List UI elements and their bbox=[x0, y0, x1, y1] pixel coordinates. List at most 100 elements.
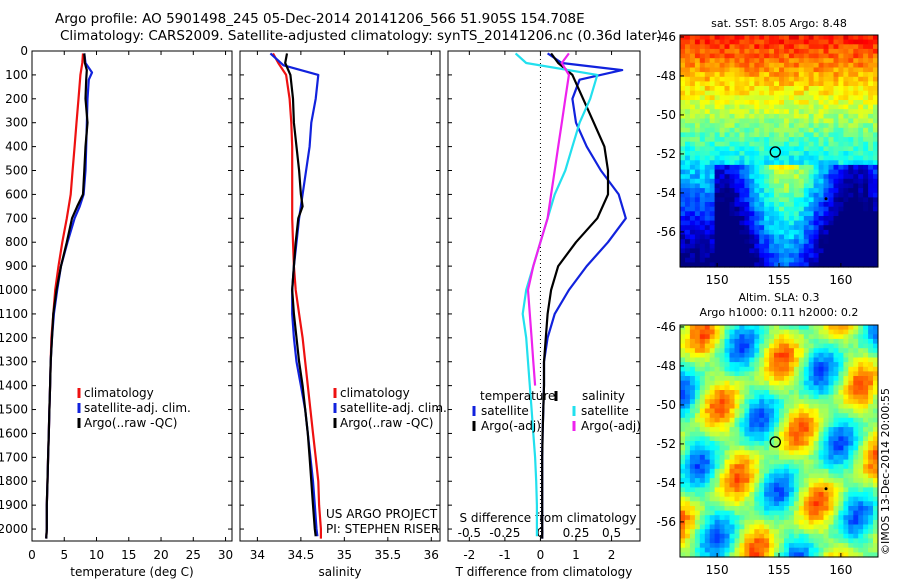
map-cell bbox=[868, 58, 874, 64]
map-cell bbox=[719, 48, 726, 55]
map-cell bbox=[699, 352, 706, 358]
map-cell bbox=[833, 501, 839, 507]
map-cell bbox=[784, 441, 790, 447]
map-cell bbox=[779, 127, 785, 133]
map-cell bbox=[764, 464, 770, 470]
map-cell bbox=[828, 95, 834, 101]
y-tick-label: 1400 bbox=[0, 379, 28, 393]
map-cell bbox=[749, 86, 755, 92]
map-cell bbox=[818, 86, 825, 92]
map-cell bbox=[739, 478, 745, 484]
map-cell bbox=[699, 225, 706, 231]
map-cell bbox=[858, 413, 864, 419]
map-cell bbox=[734, 137, 740, 143]
map-cell bbox=[833, 118, 839, 124]
map-cell bbox=[803, 48, 810, 55]
map-cell bbox=[749, 427, 755, 433]
map-cell bbox=[704, 403, 711, 410]
map-cell bbox=[759, 478, 765, 484]
map-cell bbox=[833, 380, 839, 386]
map-cell bbox=[680, 72, 686, 78]
map-cell bbox=[729, 137, 735, 143]
map-cell bbox=[749, 104, 755, 110]
map-cell bbox=[823, 202, 829, 208]
map-cell bbox=[823, 334, 829, 340]
map-cell bbox=[798, 35, 805, 41]
map-cell bbox=[699, 510, 706, 516]
map-cell bbox=[759, 417, 765, 423]
map-cell bbox=[853, 496, 859, 502]
map-cell bbox=[833, 53, 839, 59]
map-cell bbox=[719, 473, 726, 479]
map-cell bbox=[704, 81, 711, 87]
map-cell bbox=[828, 169, 834, 175]
map-cell bbox=[803, 86, 810, 92]
map-cell bbox=[719, 403, 726, 410]
map-cell bbox=[685, 422, 691, 428]
map-cell bbox=[853, 127, 859, 133]
map-cell bbox=[754, 248, 760, 254]
map-cell bbox=[739, 459, 745, 465]
map-cell bbox=[808, 160, 815, 166]
map-cell bbox=[848, 380, 854, 386]
map-cell bbox=[779, 543, 785, 549]
map-cell bbox=[873, 533, 879, 539]
map-cell bbox=[843, 524, 849, 530]
map-cell bbox=[858, 95, 864, 101]
map-cell bbox=[798, 366, 805, 372]
map-cell bbox=[689, 164, 696, 171]
map-cell bbox=[858, 478, 864, 484]
map-cell bbox=[719, 422, 726, 428]
map-cell bbox=[689, 533, 696, 539]
map-cell bbox=[823, 48, 829, 55]
map-cell bbox=[689, 239, 696, 245]
map-cell bbox=[719, 524, 726, 530]
y-tick-label: 1900 bbox=[0, 498, 28, 512]
map-cell bbox=[689, 137, 696, 143]
map-cell bbox=[798, 253, 805, 259]
map-cell bbox=[823, 109, 829, 115]
map-cell bbox=[848, 403, 854, 410]
map-cell bbox=[689, 183, 696, 189]
map-cell bbox=[858, 155, 864, 161]
map-cell bbox=[858, 519, 864, 526]
map-cell bbox=[868, 454, 874, 461]
map-cell bbox=[873, 211, 879, 217]
map-cell bbox=[793, 160, 800, 166]
map-cell bbox=[843, 169, 849, 175]
map-cell bbox=[798, 58, 805, 64]
map-cell bbox=[813, 127, 820, 133]
map-cell bbox=[833, 394, 839, 400]
map-cell bbox=[680, 445, 686, 451]
map-cell bbox=[828, 113, 834, 120]
map-cell bbox=[863, 473, 869, 479]
map-cell bbox=[769, 547, 775, 553]
map-cell bbox=[680, 58, 686, 64]
map-cell bbox=[843, 72, 849, 78]
map-cell bbox=[744, 338, 750, 345]
map-cell bbox=[833, 417, 839, 423]
map-cell bbox=[779, 104, 785, 110]
map-cell bbox=[833, 183, 839, 189]
map-cell bbox=[759, 431, 765, 437]
x-tick-label: 35.5 bbox=[374, 548, 401, 562]
map-cell bbox=[793, 454, 800, 461]
map-cell bbox=[813, 183, 820, 189]
y-tick-label: 500 bbox=[5, 164, 28, 178]
map-cell bbox=[868, 413, 874, 419]
map-cell bbox=[868, 62, 874, 68]
map-cell bbox=[808, 146, 815, 152]
map-cell bbox=[828, 160, 834, 166]
map-cell bbox=[729, 127, 735, 133]
map-cell bbox=[803, 376, 810, 382]
map-cell bbox=[749, 376, 755, 382]
map-cell bbox=[798, 529, 805, 535]
map-cell bbox=[838, 127, 844, 133]
map-cell bbox=[774, 329, 780, 335]
map-cell bbox=[858, 174, 864, 180]
map-cell bbox=[719, 86, 726, 92]
map-cell bbox=[759, 376, 765, 382]
map-cell bbox=[803, 506, 810, 512]
map-cell bbox=[843, 362, 849, 368]
map-cell bbox=[774, 76, 780, 82]
